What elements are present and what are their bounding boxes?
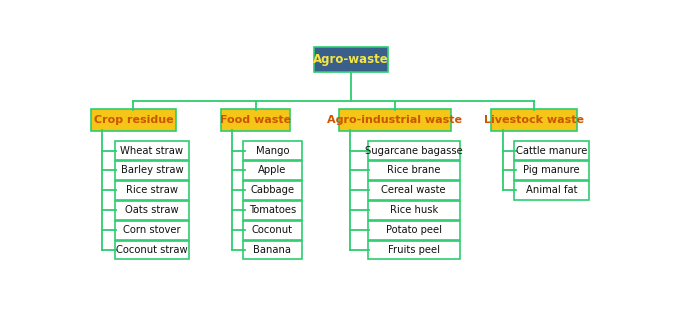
Text: Oats straw: Oats straw	[125, 205, 179, 215]
Text: Potato peel: Potato peel	[386, 225, 442, 235]
FancyBboxPatch shape	[338, 110, 451, 131]
FancyBboxPatch shape	[114, 181, 190, 200]
FancyBboxPatch shape	[514, 141, 589, 160]
Text: Agro-industrial waste: Agro-industrial waste	[327, 115, 462, 125]
Text: Cereal waste: Cereal waste	[382, 185, 446, 195]
Text: Wheat straw: Wheat straw	[121, 146, 184, 156]
Text: Rice straw: Rice straw	[126, 185, 178, 195]
FancyBboxPatch shape	[491, 110, 577, 131]
FancyBboxPatch shape	[243, 241, 302, 260]
Text: Corn stover: Corn stover	[123, 225, 181, 235]
Text: Rice brane: Rice brane	[387, 165, 440, 175]
Text: Tomatoes: Tomatoes	[249, 205, 296, 215]
FancyBboxPatch shape	[368, 201, 460, 220]
Text: Cabbage: Cabbage	[251, 185, 295, 195]
FancyBboxPatch shape	[368, 141, 460, 160]
Text: Cattle manure: Cattle manure	[516, 146, 588, 156]
FancyBboxPatch shape	[243, 221, 302, 240]
FancyBboxPatch shape	[90, 110, 176, 131]
Text: Coconut straw: Coconut straw	[116, 245, 188, 255]
FancyBboxPatch shape	[368, 221, 460, 240]
FancyBboxPatch shape	[368, 161, 460, 180]
FancyBboxPatch shape	[243, 201, 302, 220]
FancyBboxPatch shape	[314, 47, 388, 72]
FancyBboxPatch shape	[221, 110, 290, 131]
FancyBboxPatch shape	[114, 221, 190, 240]
Text: Pig manure: Pig manure	[523, 165, 580, 175]
FancyBboxPatch shape	[368, 241, 460, 260]
FancyBboxPatch shape	[514, 181, 589, 200]
FancyBboxPatch shape	[114, 201, 190, 220]
Text: Apple: Apple	[258, 165, 287, 175]
Text: Banana: Banana	[253, 245, 292, 255]
FancyBboxPatch shape	[243, 141, 302, 160]
Text: Sugarcane bagasse: Sugarcane bagasse	[365, 146, 462, 156]
Text: Coconut: Coconut	[252, 225, 293, 235]
FancyBboxPatch shape	[114, 241, 190, 260]
Text: Barley straw: Barley straw	[121, 165, 184, 175]
Text: Agro-waste: Agro-waste	[313, 53, 389, 66]
FancyBboxPatch shape	[514, 161, 589, 180]
FancyBboxPatch shape	[243, 181, 302, 200]
Text: Livestock waste: Livestock waste	[484, 115, 584, 125]
Text: Crop residue: Crop residue	[94, 115, 173, 125]
FancyBboxPatch shape	[243, 161, 302, 180]
Text: Animal fat: Animal fat	[526, 185, 577, 195]
FancyBboxPatch shape	[368, 181, 460, 200]
Text: Food waste: Food waste	[220, 115, 291, 125]
Text: Mango: Mango	[256, 146, 289, 156]
FancyBboxPatch shape	[114, 141, 190, 160]
Text: Rice husk: Rice husk	[390, 205, 438, 215]
FancyBboxPatch shape	[114, 161, 190, 180]
Text: Fruits peel: Fruits peel	[388, 245, 440, 255]
